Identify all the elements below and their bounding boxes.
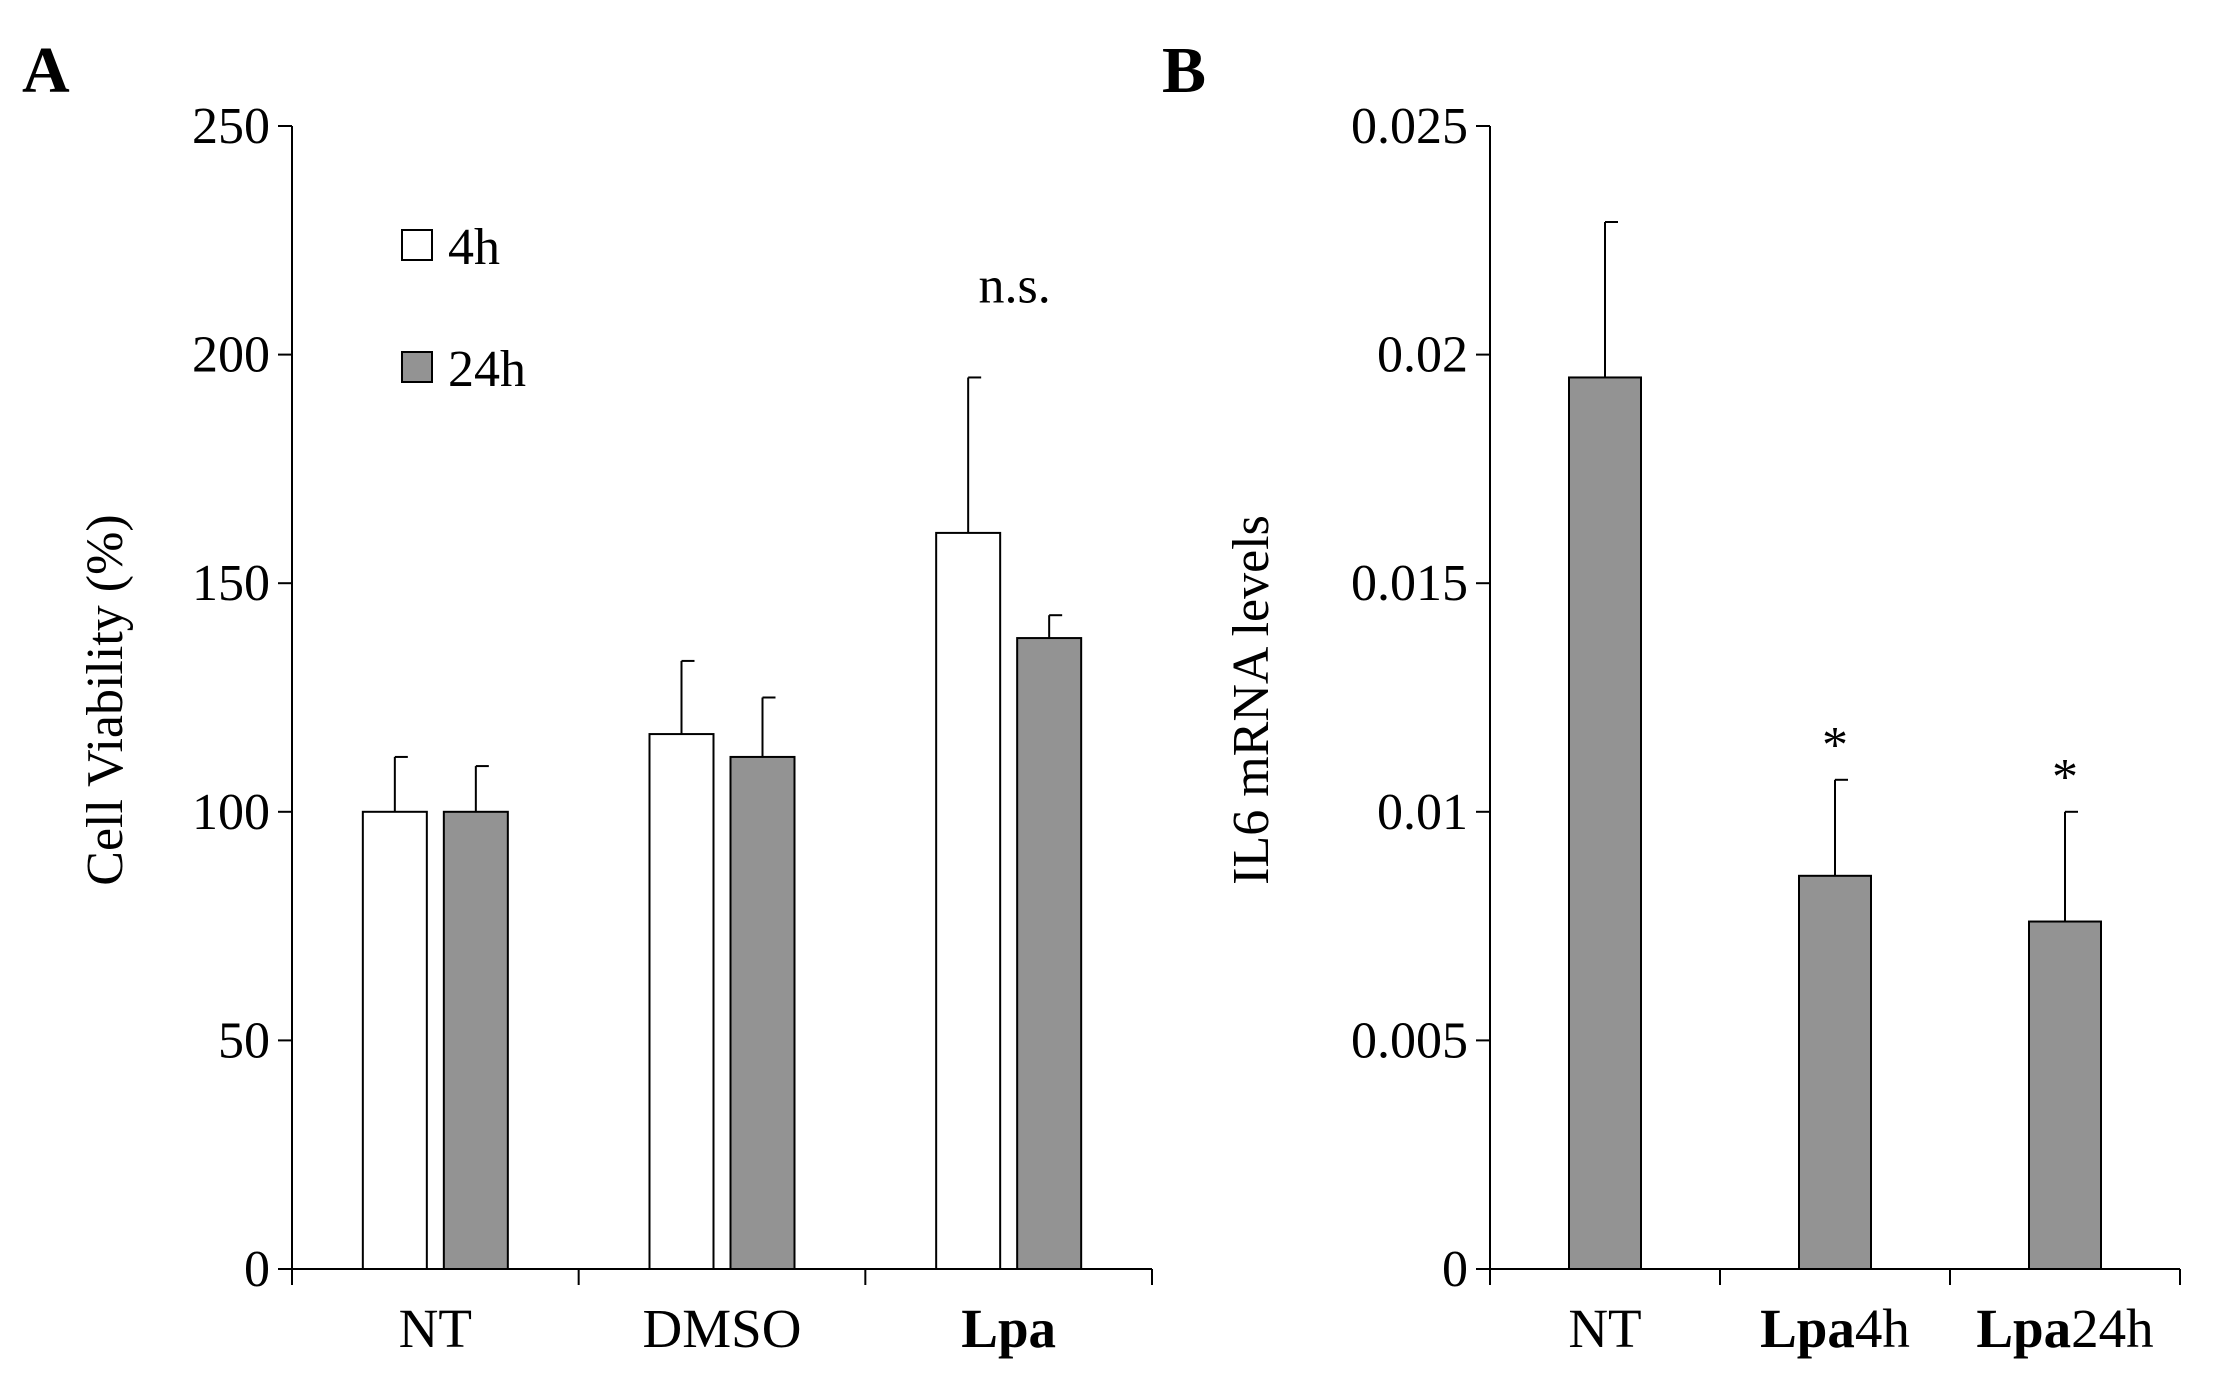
y-tick-label: 150 — [192, 555, 270, 612]
bar — [442, 810, 509, 1270]
bar — [935, 531, 1002, 1270]
panel-a: A Cell Viability (%) 4h 24h 0 50 100 150 200… — [22, 34, 1153, 1359]
x-category-label: Lpa4h — [1760, 1298, 1910, 1359]
x-category-label: DMSO — [643, 1298, 802, 1359]
bar — [1568, 376, 1642, 1270]
bar — [648, 733, 715, 1270]
y-tick-label: 0.01 — [1377, 784, 1468, 841]
y-tick-label: 0.02 — [1377, 327, 1468, 384]
bar — [1798, 874, 1872, 1270]
annotation: * — [2052, 749, 2078, 806]
annotation: * — [1822, 717, 1848, 774]
panel-a-legend: 4h 24h — [401, 219, 526, 398]
category-label-plain-part: NT — [1568, 1298, 1641, 1359]
legend-label-24h: 24h — [448, 341, 526, 398]
y-tick-label: 250 — [192, 98, 270, 155]
y-tick-label: 0.025 — [1351, 98, 1468, 155]
x-category-label: NT — [399, 1298, 472, 1359]
panel-b-y-axis-title: IL6 mRNA levels — [1223, 515, 1280, 885]
category-label-bold-part: Lpa — [1976, 1298, 2071, 1359]
bar — [1016, 637, 1083, 1270]
y-tick-label: 0 — [1442, 1241, 1468, 1298]
legend-swatch-4h — [401, 229, 433, 261]
panel-a-y-axis-title: Cell Viability (%) — [77, 514, 134, 885]
x-category-label: Lpa24h — [1976, 1298, 2153, 1359]
category-label-bold-part: Lpa — [1760, 1298, 1855, 1359]
y-tick-label: 100 — [192, 784, 270, 841]
legend-swatch-24h — [401, 351, 433, 383]
bar — [2028, 920, 2102, 1270]
x-category-label: Lpa — [961, 1298, 1056, 1359]
y-tick-label: 50 — [218, 1012, 270, 1069]
bar — [361, 810, 428, 1270]
category-label-plain-part: 24h — [2071, 1298, 2154, 1359]
y-tick-label: 200 — [192, 327, 270, 384]
annotation: n.s. — [979, 257, 1051, 314]
x-category-label: NT — [1568, 1298, 1641, 1359]
category-label-plain-part: 4h — [1855, 1298, 1910, 1359]
panel-a-label: A — [22, 34, 70, 107]
panel-b: B IL6 mRNA levels 0 0.005 0.01 0.015 0.02 0.0… — [1162, 34, 2181, 1359]
panel-b-label: B — [1162, 34, 1206, 107]
legend-label-4h: 4h — [448, 219, 500, 276]
y-tick-label: 0.005 — [1351, 1012, 1468, 1069]
bar — [729, 755, 796, 1270]
y-tick-label: 0.015 — [1351, 555, 1468, 612]
y-tick-label: 0 — [244, 1241, 270, 1298]
